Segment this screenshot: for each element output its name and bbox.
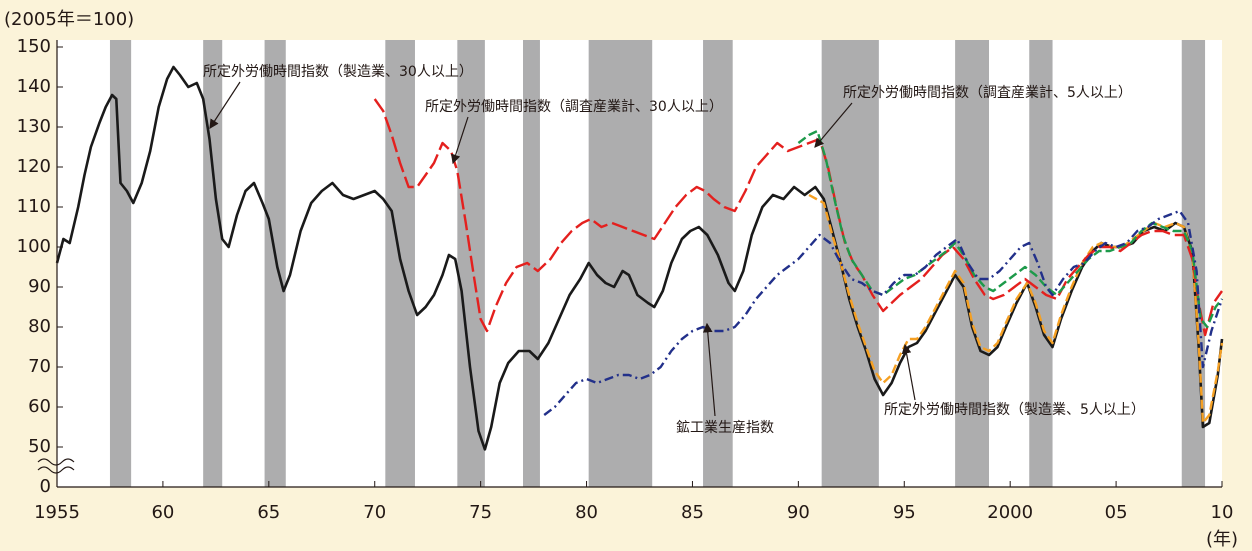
y-tick-label: 110 <box>17 196 51 217</box>
x-tick-label: 1955 <box>34 502 80 523</box>
y-tick-label: 60 <box>28 396 51 417</box>
x-tick-label: 60 <box>151 502 174 523</box>
y-tick-label: 120 <box>17 156 51 177</box>
recession-band <box>955 40 989 487</box>
series-line <box>808 193 1224 425</box>
x-tick-label: 75 <box>469 502 492 523</box>
series-line <box>797 129 1223 329</box>
x-tick-label: 95 <box>893 502 916 523</box>
recession-band <box>109 40 132 487</box>
series-label: 所定外労働時間指数（製造業、5人以上） <box>884 402 1145 418</box>
y-tick-label: 50 <box>28 436 51 457</box>
recession-band <box>1029 40 1053 487</box>
recession-band <box>523 40 540 487</box>
axis-break-mark <box>37 458 75 474</box>
y-tick-label: 0 <box>40 476 51 497</box>
x-unit: (年) <box>1206 529 1238 550</box>
x-tick-label: 10 <box>1211 502 1234 523</box>
recession-band <box>821 40 879 487</box>
x-tick-label: 85 <box>681 502 704 523</box>
series-label: 鉱工業生産指数 <box>676 419 774 436</box>
x-tick-label: 2000 <box>987 502 1033 523</box>
y-tick-label: 150 <box>17 36 51 57</box>
y-tick-label: 80 <box>28 316 51 337</box>
y-tick-label: 100 <box>17 236 51 257</box>
x-tick-label: 05 <box>1105 502 1128 523</box>
y-tick-label: 130 <box>17 116 51 137</box>
series-label: 所定外労働時間指数（製造業、30人以上） <box>203 64 473 80</box>
x-tick-label: 65 <box>257 502 280 523</box>
x-tick-label: 90 <box>787 502 810 523</box>
label-arrow <box>901 343 916 401</box>
y-tick-label: 70 <box>28 356 51 377</box>
series-label: 所定外労働時間指数（調査産業計、5人以上） <box>843 85 1132 101</box>
series-line <box>55 65 1224 451</box>
label-arrow <box>702 322 716 417</box>
label-arrow <box>209 81 241 130</box>
series-line <box>543 209 1224 416</box>
y-tick-label: 140 <box>17 76 51 97</box>
label-arrow <box>814 102 853 148</box>
y-tick-label: 90 <box>28 276 51 297</box>
y-unit: (2005年＝100) <box>4 9 134 30</box>
series-line <box>373 98 1223 337</box>
series-label: 所定外労働時間指数（調査産業計、30人以上） <box>425 99 723 115</box>
recession-band <box>703 40 733 487</box>
x-tick-label: 80 <box>575 502 598 523</box>
label-arrow <box>451 116 469 165</box>
recession-band <box>588 40 653 487</box>
recession-band <box>203 40 223 487</box>
recession-band <box>264 40 286 487</box>
x-tick-label: 70 <box>363 502 386 523</box>
